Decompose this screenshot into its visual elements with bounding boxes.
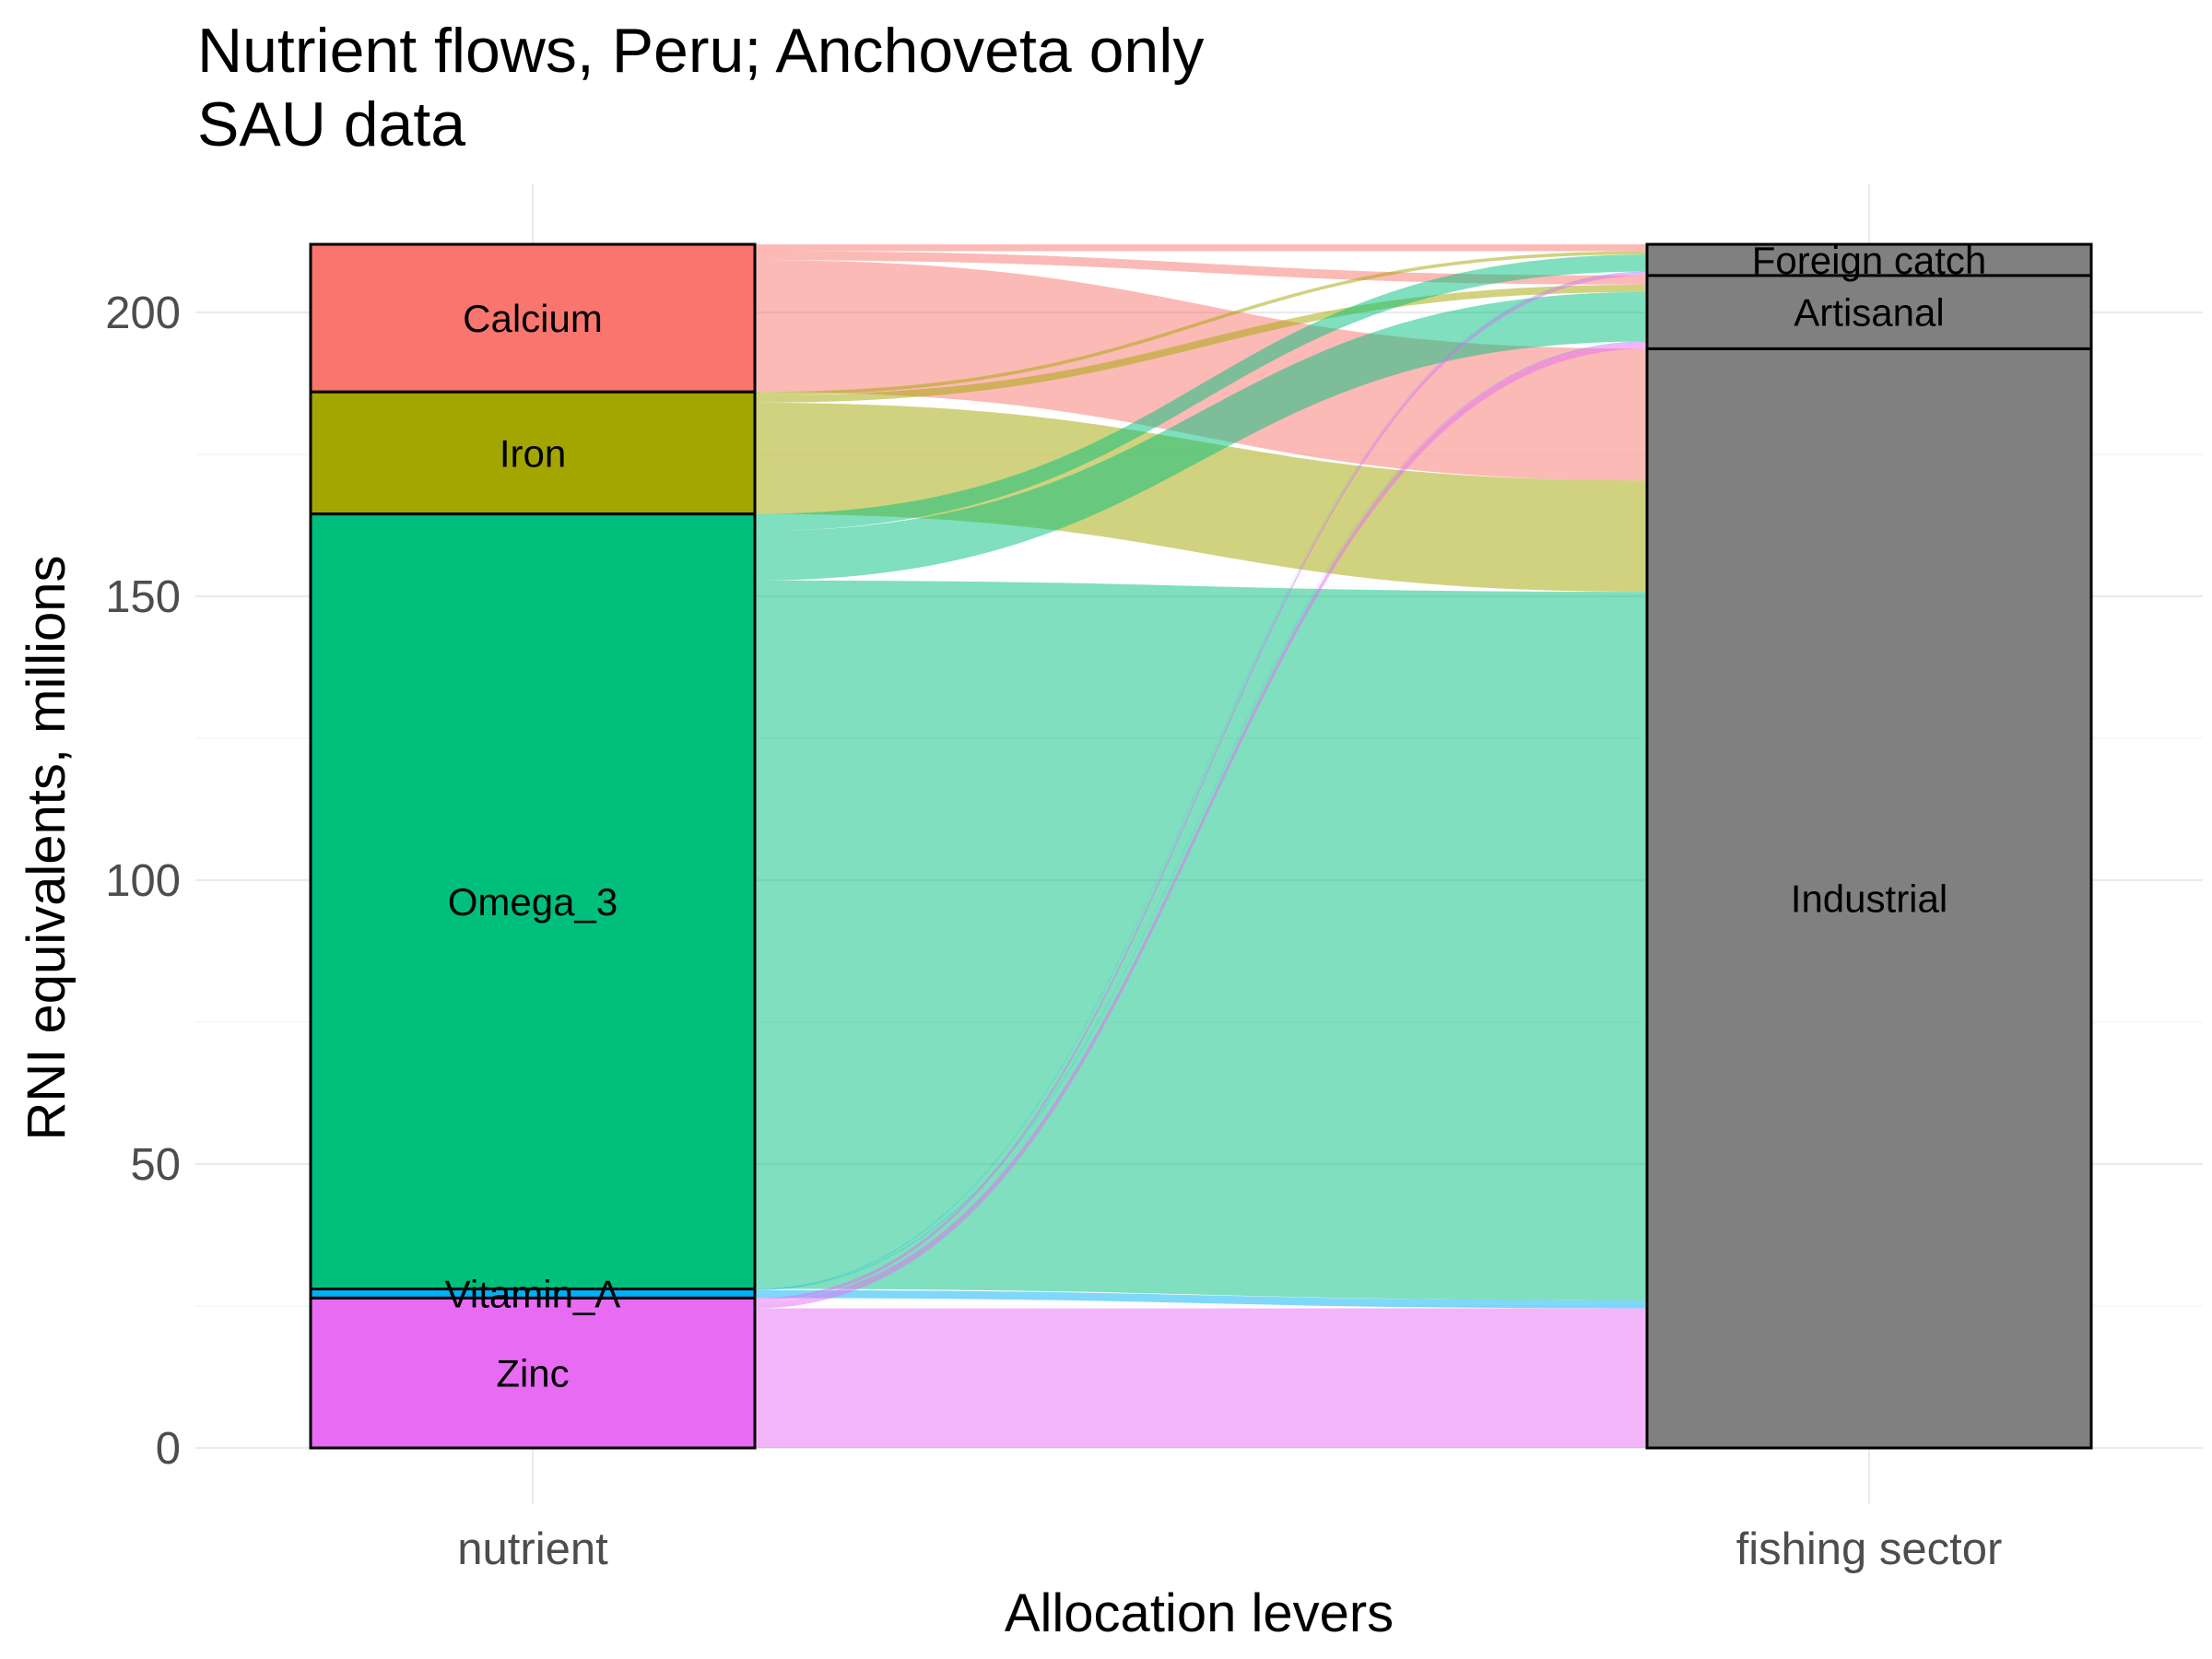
flow-zinc-to-foreign-catch	[755, 272, 1647, 1302]
nutrient-stratum-zinc	[309, 1296, 757, 1450]
flow-ribbons	[755, 244, 1647, 1448]
nutrient-stratum-omega-3	[309, 512, 757, 1291]
x-axis-title: Allocation levers	[1005, 1583, 1394, 1643]
sector-label-artisanal: Artisanal	[1794, 291, 1944, 335]
nutrient-stratum-iron	[309, 390, 757, 516]
y-axis-title: RNI equivalents, millions	[17, 555, 76, 1140]
x-axis-ticks: nutrient fishing sector	[457, 1524, 2002, 1574]
y-tick-label: 0	[156, 1424, 181, 1474]
nutrient-label-calcium: Calcium	[463, 297, 603, 340]
flow-iron-to-industrial	[755, 402, 1647, 593]
y-tick-label: 150	[105, 572, 181, 622]
sector-label-foreign-catch: Foreign catch	[1752, 239, 1986, 282]
chart-title: Nutrient flows, Peru; Anchoveta only	[197, 16, 1204, 86]
nutrient-label-zinc: Zinc	[496, 1352, 569, 1395]
chart-subtitle: SAU data	[197, 89, 465, 159]
stratum-labels: Calcium Iron Omega_3 Vitamin_A Zinc Foreign c…	[445, 239, 1987, 1395]
flow-omega-3-to-industrial	[755, 580, 1647, 1300]
sector-stratum-foreign-catch	[1645, 242, 2093, 277]
flow-zinc-to-artisanal	[755, 342, 1647, 1309]
y-tick-label: 200	[105, 288, 181, 338]
nutrient-stratum-calcium	[309, 242, 757, 394]
flow-zinc-to-industrial	[755, 1308, 1647, 1448]
x-tick-label-nutrient: nutrient	[457, 1524, 608, 1574]
strata	[309, 242, 2093, 1450]
nutrient-label-iron: Iron	[500, 431, 566, 475]
flow-calcium-to-foreign-catch	[755, 244, 1647, 252]
nutrient-label-omega-3: Omega_3	[448, 880, 618, 924]
flow-omega-3-to-artisanal	[755, 291, 1647, 581]
x-tick-label-fishing-sector: fishing sector	[1736, 1524, 2003, 1574]
flow-vitamin-a-to-artisanal	[755, 341, 1647, 1290]
sector-stratum-industrial	[1645, 347, 2093, 1450]
flow-iron-to-foreign-catch	[755, 251, 1647, 395]
flow-calcium-to-industrial	[755, 260, 1647, 481]
flow-vitamin-a-to-industrial	[755, 1289, 1647, 1309]
nutrient-label-vitamin-a: Vitamin_A	[445, 1272, 621, 1315]
sector-label-industrial: Industrial	[1791, 877, 1947, 921]
flow-iron-to-artisanal	[755, 284, 1647, 403]
y-axis-ticks: 0 50 100 150 200	[105, 288, 181, 1474]
flow-omega-3-to-foreign-catch	[755, 254, 1647, 532]
flow-vitamin-a-to-foreign-catch	[755, 271, 1647, 1290]
flow-calcium-to-artisanal	[755, 251, 1647, 285]
y-tick-label: 50	[130, 1140, 181, 1190]
y-tick-label: 100	[105, 856, 181, 906]
